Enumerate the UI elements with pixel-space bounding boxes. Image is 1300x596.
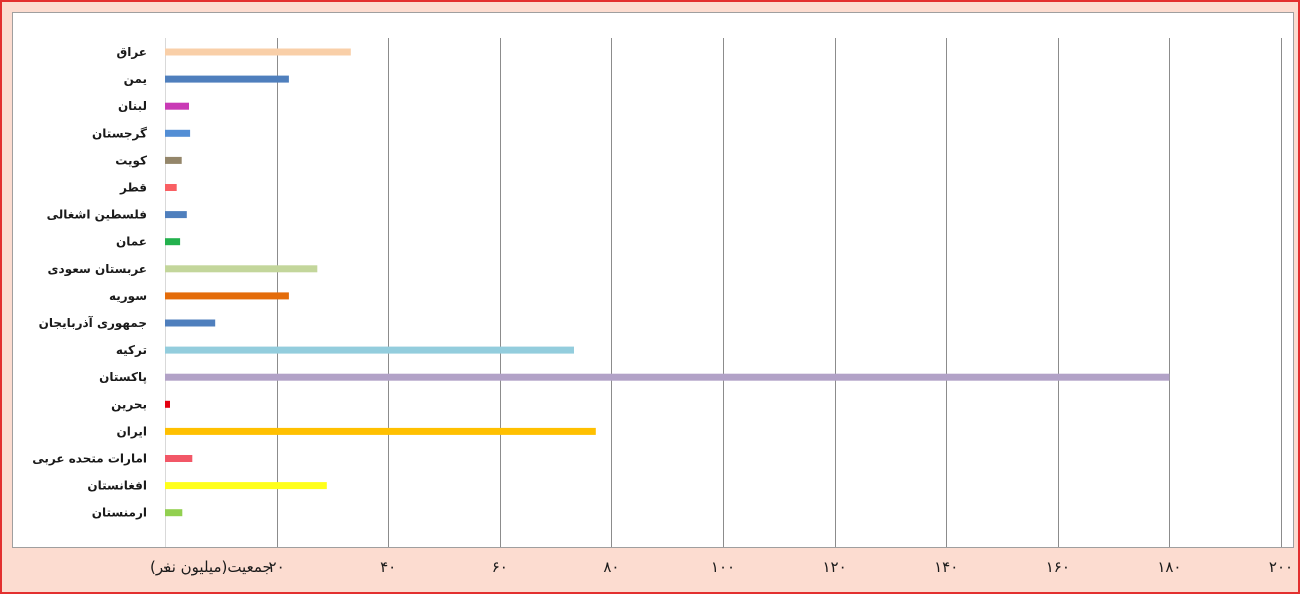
bar: [165, 102, 189, 110]
x-tick-label: ۲۰۰: [1269, 558, 1293, 576]
bar: [165, 48, 351, 56]
category-label: عربستان سعودی: [48, 262, 147, 277]
category-label: ارمنستان: [92, 506, 147, 520]
x-tick-label: ۲۰: [269, 558, 285, 576]
category-label: فلسطین اشغالی: [47, 208, 147, 222]
x-tick-label: ۰: [161, 558, 169, 576]
bar: [165, 509, 183, 517]
bar: [165, 292, 289, 300]
bar: [165, 373, 1170, 381]
x-axis-title: جمعیت(میلیون نفر): [150, 558, 272, 576]
bar: [165, 455, 193, 462]
category-label: افغانستان: [87, 479, 147, 493]
bar: [165, 184, 177, 191]
category-label: گرجستان: [92, 126, 147, 140]
category-label: سوریه: [109, 289, 147, 304]
category-label: ترکیه: [116, 343, 147, 357]
x-tick-label: ۱۸۰: [1157, 558, 1181, 576]
category-label: پاکستان: [99, 370, 147, 384]
category-label: عراق: [116, 45, 147, 59]
x-tick-label: ۱۲۰: [823, 558, 847, 576]
category-label: کویت: [115, 153, 147, 168]
category-label: یمن: [124, 72, 147, 86]
x-tick-label: ۸۰: [603, 558, 619, 576]
bar: [165, 265, 318, 273]
x-tick-label: ۴۰: [380, 558, 396, 576]
bar: [165, 400, 170, 408]
category-label: ایران: [117, 424, 147, 438]
bar: [165, 156, 182, 164]
category-label: بحرین: [111, 397, 147, 411]
bar: [165, 238, 181, 246]
x-tick-label: ۱۶۰: [1046, 558, 1070, 576]
category-label: امارات متحده عربی: [32, 452, 147, 466]
x-tick-label: ۱۴۰: [934, 558, 958, 576]
bar: [165, 75, 289, 83]
x-tick-label: ۶۰: [492, 558, 508, 576]
bar: [165, 319, 216, 327]
bar: [165, 129, 191, 137]
category-label: لبنان: [118, 99, 147, 113]
category-label: قطر: [119, 181, 147, 195]
bar: [165, 211, 187, 219]
category-label: عمان: [116, 235, 147, 249]
bar: [165, 482, 327, 490]
category-label: جمهوری آذربایجان: [39, 315, 147, 331]
plot-area: [12, 12, 1294, 548]
bar: [165, 427, 596, 435]
bar: [165, 346, 574, 354]
x-tick-label: ۱۰۰: [711, 558, 735, 576]
